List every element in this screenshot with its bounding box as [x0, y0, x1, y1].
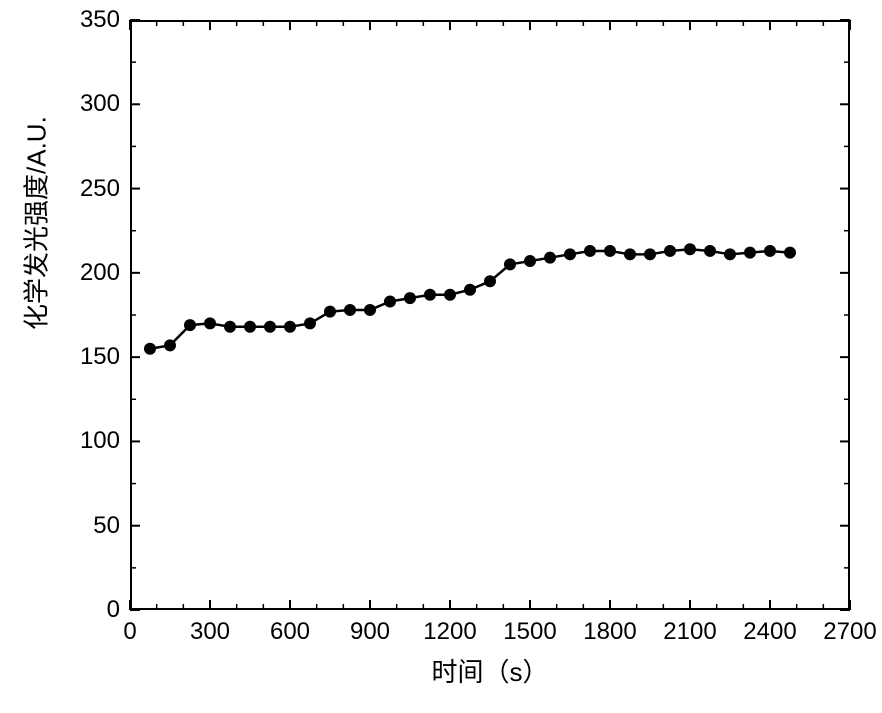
x-axis-label: 时间（s）	[431, 652, 548, 689]
x-tick-label: 2700	[823, 618, 876, 646]
y-tick-label: 350	[80, 6, 120, 34]
x-tick-label: 1500	[503, 618, 556, 646]
y-tick-label: 200	[80, 259, 120, 287]
chart-svg	[0, 0, 882, 713]
x-tick-label: 2100	[663, 618, 716, 646]
x-tick-label: 1200	[423, 618, 476, 646]
y-tick-label: 150	[80, 343, 120, 371]
y-tick-label: 0	[107, 596, 120, 624]
x-tick-label: 0	[123, 618, 136, 646]
x-tick-label: 2400	[743, 618, 796, 646]
y-tick-label: 50	[93, 512, 120, 540]
y-tick-label: 300	[80, 90, 120, 118]
y-tick-label: 250	[80, 175, 120, 203]
chart-container: 化学发光强度/A.U. 时间（s） 050100150200250300350 …	[0, 0, 882, 713]
x-tick-label: 1800	[583, 618, 636, 646]
x-tick-label: 300	[190, 618, 230, 646]
x-tick-label: 900	[350, 618, 390, 646]
y-axis-label: 化学发光强度/A.U.	[17, 300, 54, 330]
x-tick-label: 600	[270, 618, 310, 646]
y-tick-label: 100	[80, 427, 120, 455]
